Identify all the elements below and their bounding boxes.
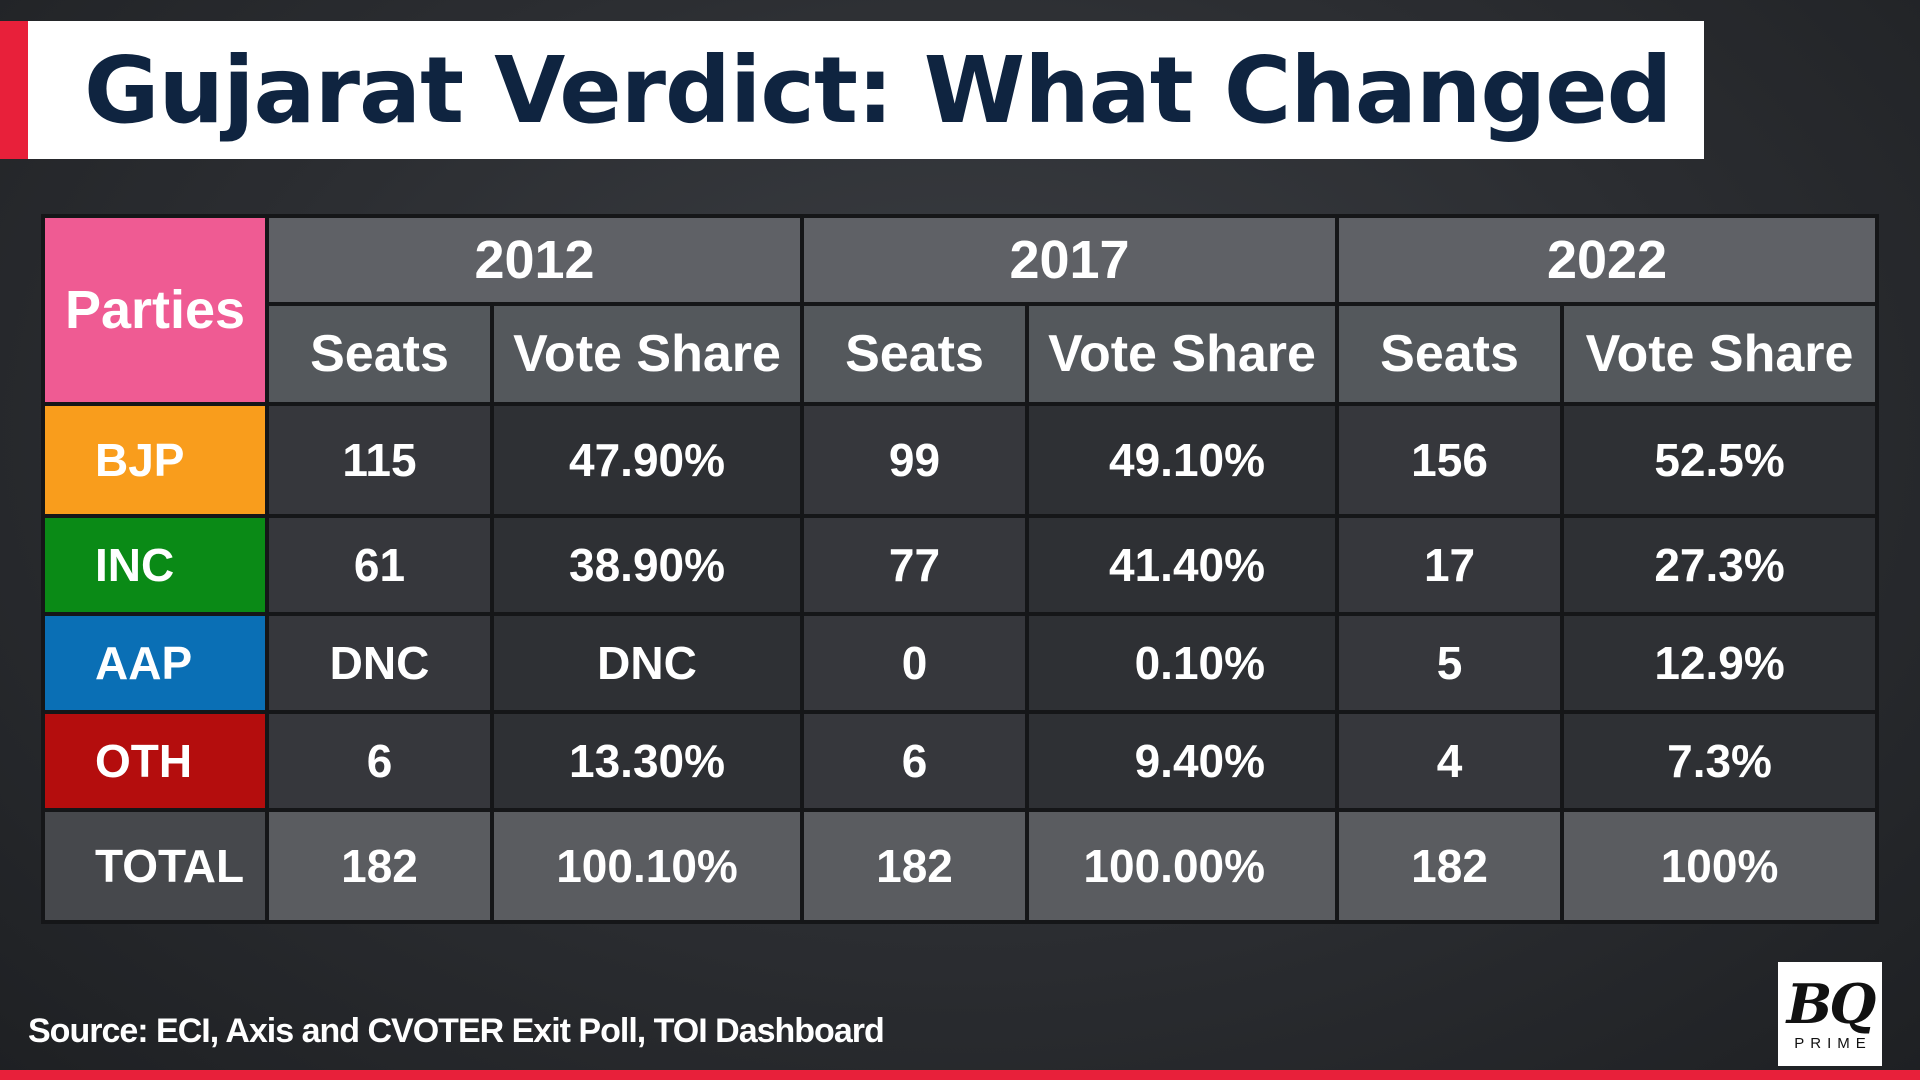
party-label-bjp: BJP	[41, 402, 269, 518]
seats-oth-2017: 6	[800, 710, 1030, 812]
vote-share-header-2012: Vote Share	[489, 302, 805, 406]
vote-aap-2017: 0.10%	[1025, 612, 1340, 714]
seats-aap-2012: DNC	[265, 612, 494, 714]
seats-total-2012: 182	[265, 808, 494, 924]
title-banner: Gujarat Verdict: What Changed	[28, 21, 1704, 159]
vote-share-header-2017: Vote Share	[1025, 302, 1340, 406]
party-label-inc: INC	[41, 514, 269, 616]
vote-bjp-2012: 47.90%	[489, 402, 805, 518]
vote-bjp-2017: 49.10%	[1025, 402, 1340, 518]
year-header-2022: 2022	[1335, 214, 1880, 306]
party-label-oth: OTH	[41, 710, 269, 812]
vote-oth-2022: 7.3%	[1560, 710, 1880, 812]
results-table: Parties 2012 2017 2022 Seats Vote Share …	[41, 214, 1880, 924]
seats-header-2017: Seats	[800, 302, 1030, 406]
seats-aap-2017: 0	[800, 612, 1030, 714]
seats-oth-2022: 4	[1335, 710, 1565, 812]
vote-aap-2012: DNC	[489, 612, 805, 714]
vote-inc-2012: 38.90%	[489, 514, 805, 616]
seats-aap-2022: 5	[1335, 612, 1565, 714]
bottom-accent-bar	[0, 1070, 1920, 1080]
vote-inc-2022: 27.3%	[1560, 514, 1880, 616]
table-row-aap: AAP DNC DNC 0 0.10% 5 12.9%	[41, 612, 1880, 714]
seats-bjp-2012: 115	[265, 402, 494, 518]
page-title: Gujarat Verdict: What Changed	[84, 36, 1673, 144]
seats-inc-2012: 61	[265, 514, 494, 616]
seats-oth-2012: 6	[265, 710, 494, 812]
seats-inc-2022: 17	[1335, 514, 1565, 616]
seats-total-2022: 182	[1335, 808, 1565, 924]
vote-total-2017: 100.00%	[1025, 808, 1340, 924]
seats-bjp-2022: 156	[1335, 402, 1565, 518]
logo-subtitle: PRIME	[1794, 1034, 1872, 1052]
table-row-inc: INC 61 38.90% 77 41.40% 17 27.3%	[41, 514, 1880, 616]
seats-total-2017: 182	[800, 808, 1030, 924]
vote-total-2022: 100%	[1560, 808, 1880, 924]
table-row-total: TOTAL 182 100.10% 182 100.00% 182 100%	[41, 808, 1880, 924]
bq-prime-logo: BQ PRIME	[1778, 962, 1882, 1066]
year-header-2012: 2012	[264, 214, 805, 306]
party-label-aap: AAP	[41, 612, 269, 714]
vote-total-2012: 100.10%	[489, 808, 805, 924]
party-label-total: TOTAL	[41, 808, 269, 924]
seats-header-2012: Seats	[265, 302, 494, 406]
parties-header: Parties	[41, 214, 269, 406]
table-row-bjp: BJP 115 47.90% 99 49.10% 156 52.5%	[41, 402, 1880, 518]
vote-oth-2012: 13.30%	[489, 710, 805, 812]
seats-bjp-2017: 99	[800, 402, 1030, 518]
seats-inc-2017: 77	[800, 514, 1030, 616]
logo-mark: BQ	[1786, 971, 1877, 1036]
source-note: Source: ECI, Axis and CVOTER Exit Poll, …	[28, 1012, 885, 1050]
title-accent-bar	[0, 21, 28, 159]
vote-aap-2022: 12.9%	[1560, 612, 1880, 714]
vote-inc-2017: 41.40%	[1025, 514, 1340, 616]
table-row-oth: OTH 6 13.30% 6 9.40% 4 7.3%	[41, 710, 1880, 812]
year-header-2017: 2017	[800, 214, 1340, 306]
vote-oth-2017: 9.40%	[1025, 710, 1340, 812]
vote-share-header-2022: Vote Share	[1560, 302, 1880, 406]
vote-bjp-2022: 52.5%	[1560, 402, 1880, 518]
seats-header-2022: Seats	[1335, 302, 1565, 406]
